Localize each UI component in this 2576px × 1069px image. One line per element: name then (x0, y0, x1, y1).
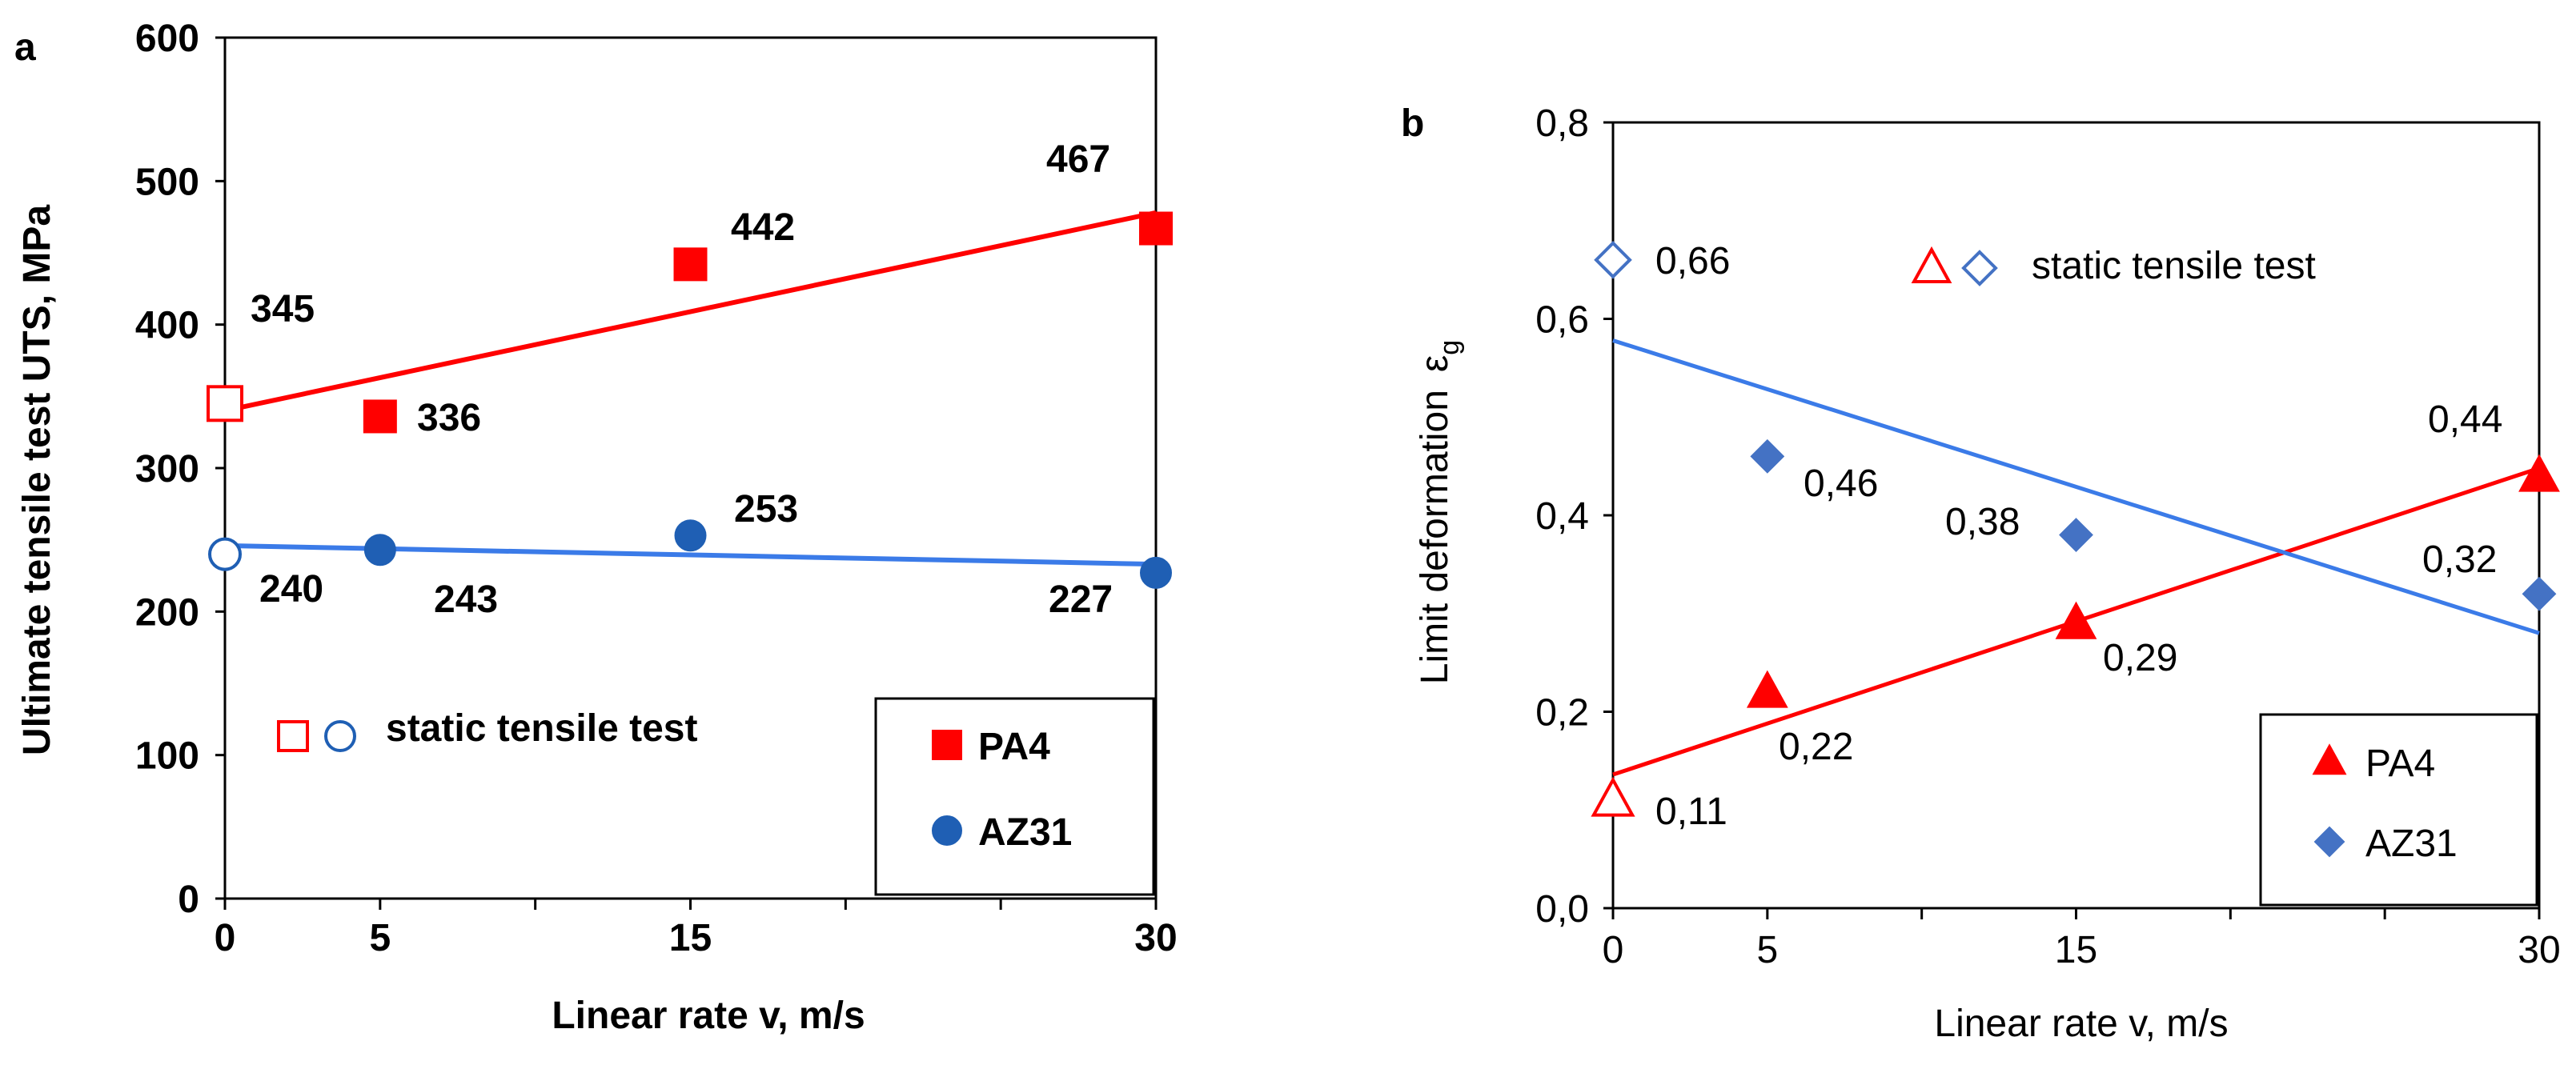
data-label-pa4: 442 (731, 206, 795, 249)
x-tick-label: 0 (215, 917, 236, 959)
static-legend-marker-az31 (324, 720, 356, 752)
static-legend-marker-pa4 (1911, 246, 1952, 283)
static-point-pa4 (207, 385, 243, 422)
y-axis-title: Limit deformation εg (1414, 340, 1465, 684)
legend-marker-az31 (2313, 826, 2345, 858)
y-axis-title-symbol: ε (1414, 355, 1456, 372)
y-tick-label: 0 (178, 879, 199, 921)
data-point-pa4 (2518, 454, 2560, 492)
data-point-az31 (1140, 556, 1172, 589)
trend-line-pa4 (224, 210, 1157, 414)
y-tick-label: 0,0 (1535, 888, 1589, 931)
x-tick-label: 5 (1756, 929, 1778, 971)
data-label-az31: 0,32 (2422, 539, 2497, 581)
x-tick-label: 30 (2518, 929, 2560, 971)
panel-a: a 0 100 200 300 400 500 600 0 5 15 30 Linear rate v,… (14, 18, 1178, 1037)
x-tick-label: 0 (1603, 929, 1624, 971)
static-point-az31 (208, 537, 242, 571)
trend-line-az31 (1612, 338, 2540, 635)
legend-label-az31: AZ31 (978, 811, 1072, 854)
data-label-az31: 0,46 (1804, 462, 1878, 505)
data-point-pa4 (363, 399, 397, 434)
y-tick-label: 0,4 (1535, 495, 1589, 538)
data-point-az31 (2522, 576, 2557, 611)
data-label-pa4: 0,29 (2103, 637, 2177, 679)
panel-b: b 0,0 0,2 0,4 0,6 0,8 0 5 15 30 Linear rate v, m/s… (1401, 102, 2561, 1045)
x-tick-label: 15 (669, 917, 712, 959)
data-point-pa4 (2055, 601, 2097, 639)
x-tick-label: 5 (369, 917, 391, 959)
static-legend-text: static tensile test (2032, 245, 2316, 287)
legend-box (2259, 713, 2538, 907)
data-label-static-pa4: 0,11 (1655, 791, 1727, 833)
static-legend-marker-pa4 (277, 720, 309, 752)
x-tick-label: 30 (1134, 917, 1177, 959)
data-point-az31 (363, 534, 396, 567)
legend-marker-az31 (932, 815, 962, 846)
data-point-az31 (674, 519, 707, 552)
data-label-az31: 253 (734, 488, 798, 530)
x-axis-title: Linear rate v, m/s (1934, 1003, 2228, 1045)
y-tick-label: 0,8 (1535, 102, 1589, 145)
y-tick-label: 600 (135, 18, 199, 60)
legend-label-az31: AZ31 (2365, 823, 2458, 865)
y-tick-label: 200 (135, 591, 199, 634)
legend-marker-pa4 (932, 730, 962, 760)
legend-label-pa4: PA4 (2365, 743, 2435, 785)
data-label-az31: 0,38 (1945, 501, 2020, 543)
panel-label: a (14, 26, 36, 69)
static-legend-text: static tensile test (386, 707, 698, 750)
data-point-az31 (1750, 438, 1785, 474)
y-tick-label: 0,6 (1535, 299, 1589, 342)
y-tick-label: 400 (135, 305, 199, 347)
data-point-az31 (2059, 518, 2093, 552)
data-label-static-pa4: 345 (251, 288, 315, 330)
static-legend-marker-az31 (1961, 250, 1998, 286)
data-point-pa4 (1746, 670, 1788, 708)
data-label-az31: 227 (1049, 579, 1113, 621)
panel-label: b (1401, 102, 1424, 145)
data-point-pa4 (673, 247, 708, 282)
data-label-static-az31: 240 (259, 568, 323, 611)
y-tick-label: 0,2 (1535, 692, 1589, 735)
data-point-pa4 (1139, 211, 1173, 246)
data-label-pa4: 0,44 (2428, 398, 2502, 441)
static-point-az31 (1594, 241, 1632, 279)
static-point-pa4 (1591, 776, 1635, 817)
data-label-static-az31: 0,66 (1655, 240, 1730, 282)
legend-marker-pa4 (2312, 743, 2347, 775)
y-tick-label: 500 (135, 161, 199, 203)
data-label-az31: 243 (434, 579, 498, 621)
x-tick-label: 15 (2055, 929, 2097, 971)
y-tick-label: 300 (135, 448, 199, 490)
x-axis-title: Linear rate v, m/s (552, 995, 865, 1037)
legend-box (874, 697, 1155, 896)
data-label-pa4: 0,22 (1779, 726, 1853, 768)
data-label-pa4: 336 (417, 397, 481, 439)
y-axis-title-text: Limit deformation (1414, 390, 1456, 684)
y-axis-title-subscript: g (1434, 340, 1465, 355)
y-axis-title: Ultimate tensile test UTS, MPa (16, 205, 58, 755)
data-label-pa4: 467 (1046, 138, 1110, 181)
y-tick-label: 100 (135, 735, 199, 778)
legend-label-pa4: PA4 (978, 726, 1050, 768)
